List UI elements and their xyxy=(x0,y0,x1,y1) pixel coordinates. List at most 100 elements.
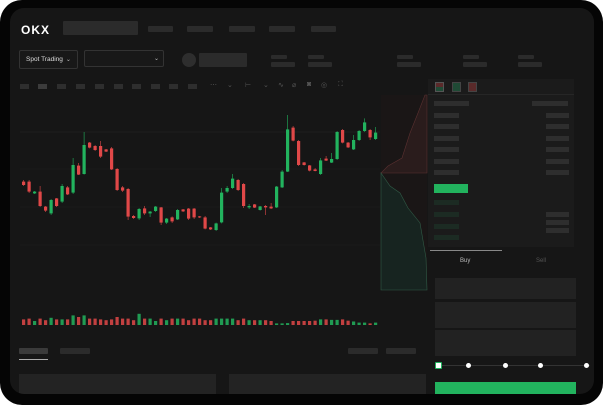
bottom-tab-active[interactable] xyxy=(19,348,48,354)
buy-button[interactable] xyxy=(435,382,576,394)
candle xyxy=(49,199,53,215)
candle-body xyxy=(93,146,97,150)
candle-body xyxy=(280,171,284,188)
indicator-icon[interactable]: ⋯ xyxy=(210,82,217,89)
tab-sell[interactable]: Sell xyxy=(536,258,547,264)
candle xyxy=(121,186,125,192)
timeframe-button[interactable] xyxy=(188,84,197,89)
candle-body xyxy=(115,169,119,190)
candle xyxy=(126,188,130,220)
candle xyxy=(357,130,361,141)
candle-body xyxy=(170,217,174,222)
settings-icon[interactable]: ◎ xyxy=(321,82,328,89)
volume-bar xyxy=(357,322,361,325)
book-both-icon[interactable] xyxy=(435,82,444,92)
candle-body xyxy=(198,216,202,218)
trading-mode-label: Spot Trading xyxy=(26,56,63,63)
book-asks-icon[interactable] xyxy=(468,82,477,92)
candle xyxy=(319,158,323,175)
nav-item[interactable] xyxy=(269,26,295,32)
candle-body xyxy=(236,180,240,190)
book-header xyxy=(532,101,568,106)
volume-bar xyxy=(374,322,378,325)
search-bar-placeholder[interactable] xyxy=(63,21,138,35)
fullscreen-icon[interactable]: ⛶ xyxy=(338,81,343,88)
chevron-down-icon[interactable]: ⌄ xyxy=(263,82,269,89)
timeframe-button[interactable] xyxy=(132,84,141,89)
volume-bar xyxy=(33,321,37,325)
slider-step[interactable] xyxy=(503,363,508,368)
timeframe-button[interactable] xyxy=(76,84,85,89)
candle-body xyxy=(27,181,31,192)
draw-tool-icon[interactable]: ⊢ xyxy=(245,82,252,89)
camera-icon[interactable]: ◙ xyxy=(307,81,312,88)
slider-step[interactable] xyxy=(466,363,471,368)
candle-body xyxy=(269,206,273,209)
candle xyxy=(115,168,119,191)
candle xyxy=(302,162,306,166)
candle-body xyxy=(176,210,180,220)
pair-select[interactable]: ⌄ xyxy=(84,50,164,67)
nav-item[interactable] xyxy=(229,26,255,32)
chevron-down-icon[interactable]: ⌄ xyxy=(227,82,233,89)
candle-body xyxy=(203,217,207,229)
candle xyxy=(137,208,141,220)
candle xyxy=(170,216,174,223)
timeframe-button[interactable] xyxy=(20,84,29,89)
bottom-action[interactable] xyxy=(348,348,378,354)
slider-handle[interactable] xyxy=(435,362,442,369)
okx-logo[interactable]: OKX xyxy=(21,23,51,37)
bottom-action[interactable] xyxy=(386,348,416,354)
candle-body xyxy=(368,130,372,138)
candle xyxy=(77,163,81,175)
candle xyxy=(132,215,136,219)
nav-item[interactable] xyxy=(148,26,173,32)
candle-body xyxy=(44,206,48,211)
volume-bar xyxy=(275,323,279,325)
bottom-tab[interactable] xyxy=(60,348,90,354)
timeframe-button[interactable] xyxy=(151,84,160,89)
candle xyxy=(275,186,279,208)
volume-bar xyxy=(297,321,301,325)
volume-bar xyxy=(324,319,328,325)
candle-body xyxy=(346,142,350,148)
timeframe-button[interactable] xyxy=(95,84,104,89)
volume-bar xyxy=(187,320,191,325)
candlestick-chart[interactable] xyxy=(10,8,430,338)
positions-card xyxy=(19,374,216,394)
candle xyxy=(60,184,64,203)
candle xyxy=(148,211,152,217)
candle-body xyxy=(187,208,191,219)
slider-track[interactable] xyxy=(440,365,590,366)
book-bids-icon[interactable] xyxy=(452,82,461,92)
tab-buy[interactable]: Buy xyxy=(460,258,471,264)
ask-size xyxy=(546,147,569,152)
candle xyxy=(104,149,108,152)
timeframe-button[interactable] xyxy=(169,84,178,89)
slider-step[interactable] xyxy=(538,363,543,368)
ruler-icon[interactable]: ⌀ xyxy=(292,82,297,89)
candle-body xyxy=(225,188,229,192)
timeframe-button[interactable] xyxy=(38,84,47,89)
nav-item[interactable] xyxy=(311,26,336,32)
candle xyxy=(335,131,339,160)
mid-price xyxy=(434,184,468,193)
tab-underline xyxy=(430,250,502,251)
candle xyxy=(198,216,202,218)
candle xyxy=(33,191,37,194)
price-input[interactable] xyxy=(435,278,576,299)
amount-input[interactable] xyxy=(435,302,576,328)
total-input[interactable] xyxy=(435,330,576,356)
timeframe-button[interactable] xyxy=(114,84,123,89)
candle xyxy=(220,188,224,224)
timeframe-button[interactable] xyxy=(57,84,66,89)
wave-icon[interactable]: ∿ xyxy=(278,82,284,89)
slider-step[interactable] xyxy=(584,363,589,368)
trading-mode-select[interactable]: Spot Trading ⌄ xyxy=(19,50,78,69)
volume-bar xyxy=(368,323,372,325)
volume-bar xyxy=(159,318,163,325)
nav-item[interactable] xyxy=(187,26,213,32)
volume-bar xyxy=(121,318,125,325)
candle-body xyxy=(247,206,251,208)
candle xyxy=(324,156,328,161)
